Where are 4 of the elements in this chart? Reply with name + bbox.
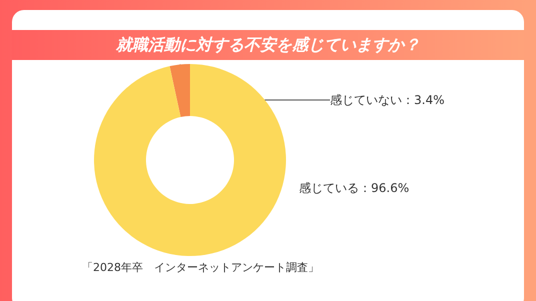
slice-label: 感じている：96.6% xyxy=(299,181,410,195)
slice-label: 感じていない：3.4% xyxy=(330,93,444,107)
text: 「2028年卒 インターネットアンケート調査」 xyxy=(82,261,319,274)
chart-title: 就職活動に対する不安を感じていますか？ xyxy=(12,30,524,60)
